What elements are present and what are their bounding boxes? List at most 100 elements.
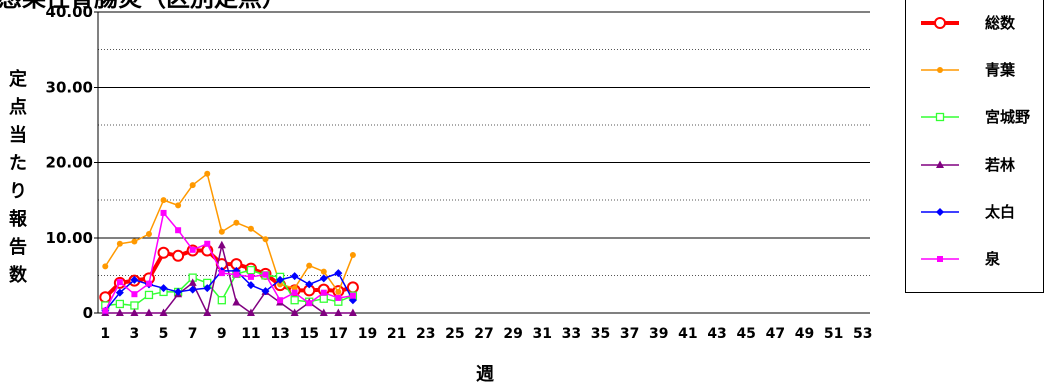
data-point-s2-w9 <box>217 296 226 305</box>
x-tick-label: 11 <box>241 326 260 342</box>
legend-label: 泉 <box>985 250 1001 268</box>
x-tick-label: 37 <box>620 326 639 342</box>
x-tick-label: 17 <box>329 326 348 342</box>
data-point-s5-w18 <box>349 292 356 299</box>
x-tick-label: 7 <box>188 326 198 342</box>
data-point-s1-w6 <box>175 202 182 209</box>
gridlines <box>98 11 870 276</box>
legend-swatch <box>921 67 959 74</box>
x-tick-label: 31 <box>533 326 552 342</box>
data-point-s1-w5 <box>160 197 167 204</box>
x-tick-label: 39 <box>649 326 668 342</box>
data-point-s3-w8 <box>203 308 212 316</box>
data-point-s1-w2 <box>116 240 123 247</box>
data-point-s1-w8 <box>204 170 211 177</box>
legend-swatch <box>921 207 959 216</box>
data-point-s1-w14 <box>291 285 298 292</box>
legend-swatch-marker <box>936 207 944 216</box>
data-point-s3-w17 <box>334 308 343 316</box>
data-point-s3-w3 <box>130 308 139 316</box>
data-point-s2-w11 <box>246 265 256 275</box>
legend-label: 太白 <box>985 202 1016 221</box>
data-point-s5-w16 <box>320 289 327 296</box>
x-tick-label: 9 <box>217 326 227 342</box>
x-tick-label: 21 <box>387 326 406 342</box>
legend-item-4: 太白 <box>906 197 1042 227</box>
data-point-s3-w16 <box>319 308 328 316</box>
x-tick-label: 51 <box>824 326 843 342</box>
legend-swatch <box>921 113 959 122</box>
legend-swatch-marker <box>934 17 946 29</box>
legend-label: 宮城野 <box>985 108 1031 127</box>
y-tick-label: 40.00 <box>46 3 93 21</box>
data-point-s1-w12 <box>262 236 269 243</box>
data-point-s4-w2 <box>115 288 124 297</box>
data-point-s3-w18 <box>348 308 357 316</box>
data-point-s5-w17 <box>335 294 342 301</box>
legend-label: 若林 <box>985 155 1016 174</box>
y-tick-label: 30.00 <box>46 78 93 96</box>
data-point-s4-w13 <box>276 275 285 284</box>
chart-title: 感染性胃腸炎（区別定点） <box>0 0 286 10</box>
data-point-s2-w16 <box>319 294 328 303</box>
data-point-s3-w4 <box>144 308 153 316</box>
data-point-s3-w2 <box>115 308 124 316</box>
data-point-s5-w3 <box>131 291 138 298</box>
x-tick-label: 19 <box>358 326 377 342</box>
y-tick-label: 0 <box>83 304 93 322</box>
data-point-s5-w13 <box>277 297 284 304</box>
data-point-s5-w14 <box>291 289 298 296</box>
data-point-s1-w13 <box>277 281 284 288</box>
legend-item-1: 青葉 <box>906 55 1042 85</box>
legend-swatch <box>921 17 959 29</box>
legend-swatch-marker <box>936 160 944 168</box>
x-tick-label: 23 <box>416 326 435 342</box>
data-point-s0-w6 <box>172 249 185 262</box>
data-point-s0-w18 <box>346 281 359 294</box>
data-point-s5-w5 <box>160 209 167 216</box>
x-tick-label: 41 <box>678 326 697 342</box>
legend-swatch-marker <box>937 256 943 262</box>
x-tick-label: 49 <box>795 326 814 342</box>
data-point-s4-w15 <box>305 280 314 289</box>
x-tick-label: 5 <box>159 326 169 342</box>
data-point-s5-w7 <box>189 246 196 253</box>
y-tick-label: 20.00 <box>46 154 93 172</box>
data-point-s2-w4 <box>144 290 154 300</box>
x-tick-label: 43 <box>707 326 726 342</box>
data-point-s4-w6 <box>174 287 183 296</box>
legend-swatch-marker <box>937 67 943 74</box>
data-point-s4-w17 <box>334 269 343 278</box>
legend-item-5: 泉 <box>906 244 1042 274</box>
data-point-s3-w14 <box>290 308 299 316</box>
legend-item-3: 若林 <box>906 150 1042 180</box>
x-tick-label: 47 <box>766 326 785 342</box>
data-point-s3-w7 <box>188 278 197 286</box>
data-point-s1-w18 <box>349 252 356 259</box>
data-point-s5-w9 <box>218 270 225 277</box>
data-point-s1-w15 <box>306 262 313 269</box>
data-point-s3-w11 <box>246 308 255 316</box>
data-point-s5-w11 <box>247 273 254 280</box>
data-point-s1-w11 <box>247 225 254 232</box>
data-point-s3-w9 <box>217 240 226 249</box>
data-point-s4-w14 <box>290 272 299 281</box>
x-tick-label: 45 <box>736 326 755 342</box>
data-point-s1-w10 <box>233 219 240 226</box>
data-point-s1-w4 <box>145 230 152 237</box>
data-point-s2-w2 <box>115 299 124 309</box>
series-group <box>99 170 359 316</box>
data-point-s4-w3 <box>130 275 139 284</box>
data-point-s4-w16 <box>319 274 328 283</box>
data-point-s5-w12 <box>262 271 269 278</box>
legend-swatch <box>921 160 959 168</box>
data-point-s1-w16 <box>320 268 327 275</box>
x-tick-label: 3 <box>130 326 140 342</box>
data-point-s1-w7 <box>189 182 196 189</box>
x-tick-label: 33 <box>562 326 581 342</box>
legend-item-0: 総数 <box>906 8 1042 38</box>
series-5 <box>102 209 356 314</box>
data-point-s4-w7 <box>188 285 197 294</box>
x-tick-label: 15 <box>299 326 318 342</box>
